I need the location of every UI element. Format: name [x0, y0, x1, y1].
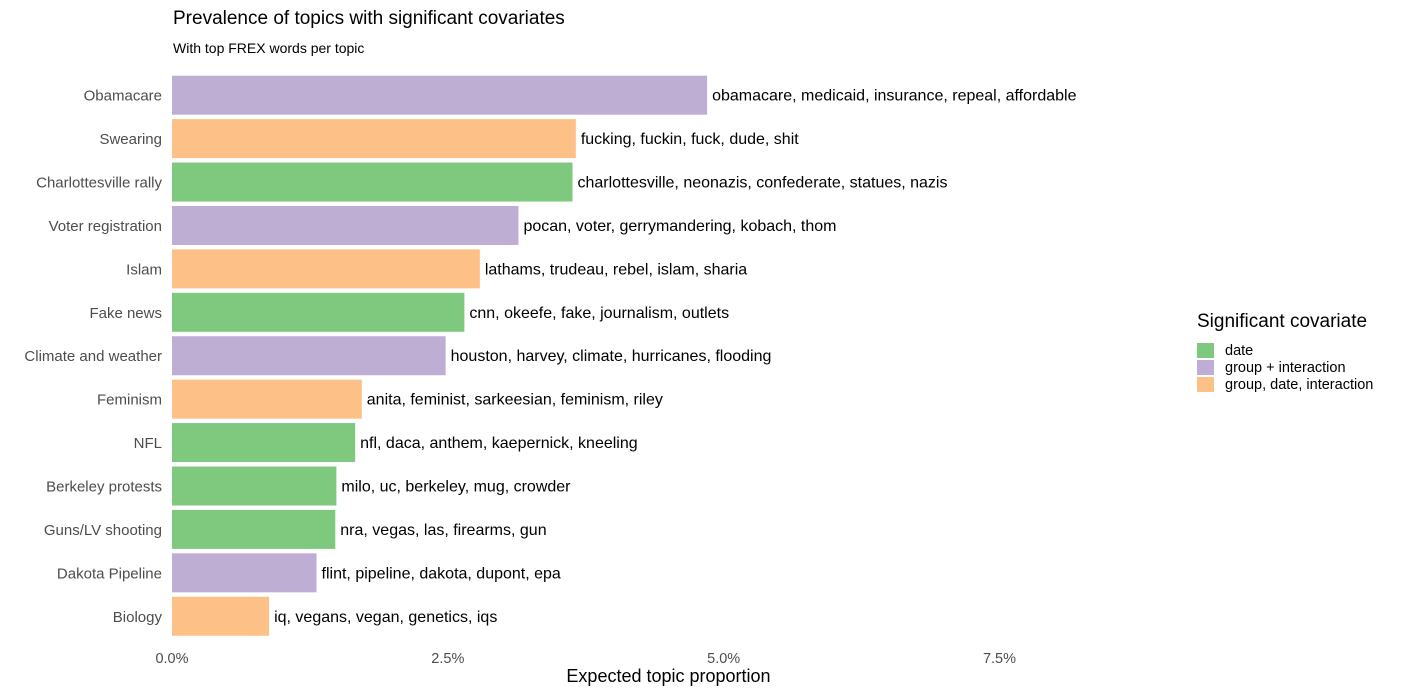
legend-swatch-group-interaction: [1197, 360, 1214, 375]
y-tick-label-swearing: Swearing: [99, 131, 162, 148]
bar-annotation-swearing: fucking, fuckin, fuck, dude, shit: [581, 131, 799, 148]
bar-annotation-berkeley-protests: milo, uc, berkeley, mug, crowder: [341, 478, 571, 495]
bar-nfl: [172, 423, 356, 463]
bar-annotation-nfl: nfl, daca, anthem, kaepernick, kneeling: [360, 435, 638, 452]
bar-guns-lv-shooting: [172, 509, 336, 549]
y-tick-label-biology: Biology: [113, 609, 163, 626]
bar-dakota-pipeline: [172, 553, 317, 593]
legend-swatch-group-date-interaction: [1197, 377, 1214, 392]
legend-item-group-interaction: group + interaction: [1197, 359, 1373, 376]
bar-annotation-obamacare: obamacare, medicaid, insurance, repeal, …: [712, 88, 1076, 105]
bar-voter-registration: [172, 205, 519, 245]
y-tick-label-guns-lv-shooting: Guns/LV shooting: [44, 522, 162, 539]
legend: Significant covariate date group + inter…: [1197, 311, 1373, 393]
legend-item-group-date-interaction: group, date, interaction: [1197, 376, 1373, 393]
y-tick-label-dakota-pipeline: Dakota Pipeline: [57, 565, 162, 582]
chart-title: Prevalence of topics with significant co…: [173, 8, 565, 29]
bar-annotation-fake-news: cnn, okeefe, fake, journalism, outlets: [469, 305, 729, 322]
bar-islam: [172, 249, 480, 289]
bar-annotation-guns-lv-shooting: nra, vegas, las, firearms, gun: [340, 522, 546, 539]
x-axis-label: Expected topic proportion: [566, 666, 771, 686]
bar-annotation-biology: iq, vegans, vegan, genetics, iqs: [274, 609, 497, 626]
bar-annotation-climate-and-weather: houston, harvey, climate, hurricanes, fl…: [451, 348, 772, 365]
x-tick-label-0: 0.0%: [155, 651, 188, 667]
legend-item-date: date: [1197, 342, 1373, 359]
x-tick-label-2: 5.0%: [707, 651, 740, 667]
y-tick-label-charlottesville-rally: Charlottesville rally: [36, 175, 162, 192]
bar-climate-and-weather: [172, 336, 446, 376]
bar-swearing: [172, 119, 576, 159]
legend-label-group-date-interaction: group, date, interaction: [1225, 376, 1374, 393]
y-tick-label-islam: Islam: [126, 261, 162, 278]
bar-annotation-dakota-pipeline: flint, pipeline, dakota, dupont, epa: [322, 565, 561, 582]
x-tick-label-1: 2.5%: [431, 651, 464, 667]
y-tick-label-berkeley-protests: Berkeley protests: [46, 478, 162, 495]
bar-annotation-feminism: anita, feminist, sarkeesian, feminism, r…: [367, 392, 663, 409]
y-tick-label-obamacare: Obamacare: [84, 88, 162, 105]
y-tick-label-climate-and-weather: Climate and weather: [24, 348, 162, 365]
y-tick-label-nfl: NFL: [134, 435, 162, 452]
chart-subtitle: With top FREX words per topic: [173, 40, 365, 56]
y-tick-label-feminism: Feminism: [97, 392, 162, 409]
legend-title: Significant covariate: [1197, 311, 1368, 332]
y-tick-label-fake-news: Fake news: [89, 305, 162, 322]
legend-swatch-date: [1197, 343, 1214, 358]
bar-biology: [172, 596, 270, 636]
bar-charlottesville-rally: [172, 162, 573, 202]
bar-fake-news: [172, 292, 465, 332]
x-tick-label-3: 7.5%: [983, 651, 1016, 667]
y-tick-label-voter-registration: Voter registration: [49, 218, 162, 235]
bar-annotation-voter-registration: pocan, voter, gerrymandering, kobach, th…: [523, 218, 836, 235]
legend-label-date: date: [1225, 342, 1254, 359]
bar-obamacare: [172, 75, 708, 115]
bar-feminism: [172, 379, 362, 419]
legend-label-group-interaction: group + interaction: [1225, 359, 1346, 376]
bar-annotation-islam: lathams, trudeau, rebel, islam, sharia: [485, 261, 747, 278]
bar-annotation-charlottesville-rally: charlottesville, neonazis, confederate, …: [578, 175, 948, 192]
bar-berkeley-protests: [172, 466, 337, 506]
